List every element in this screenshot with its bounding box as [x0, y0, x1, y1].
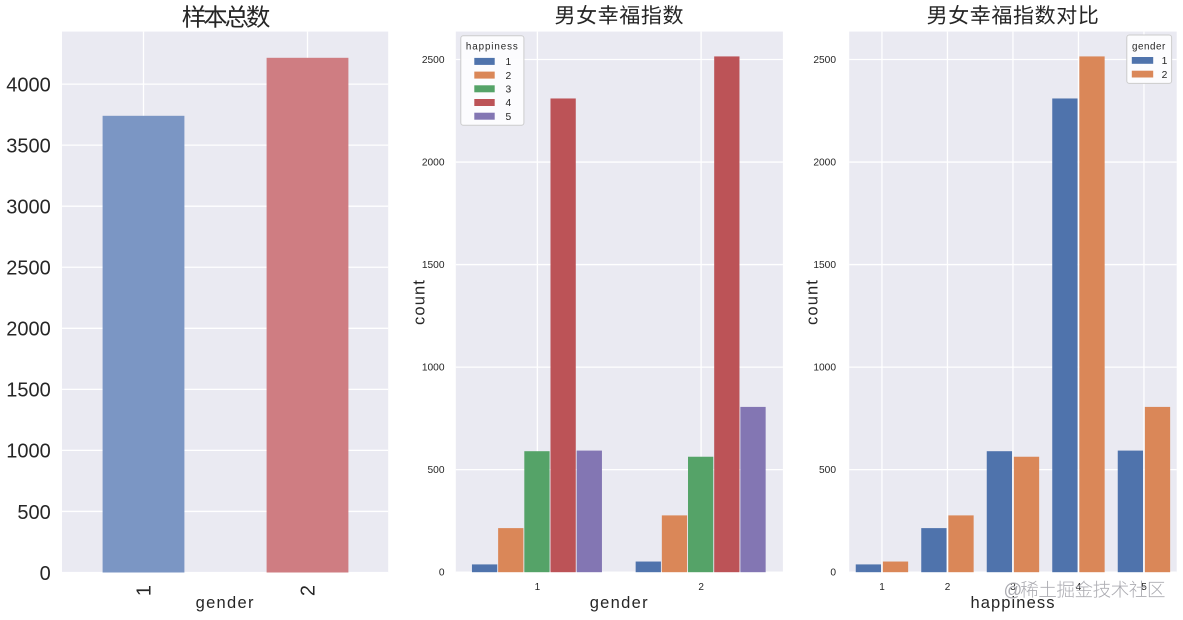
- svg-text:500: 500: [17, 502, 50, 524]
- svg-text:2500: 2500: [6, 258, 51, 280]
- svg-text:4: 4: [1076, 582, 1082, 593]
- svg-text:500: 500: [819, 465, 836, 476]
- svg-text:3500: 3500: [6, 135, 51, 157]
- svg-text:2: 2: [1162, 70, 1168, 81]
- svg-text:@: @: [1004, 579, 1023, 600]
- svg-text:1500: 1500: [813, 260, 836, 271]
- svg-text:gender: gender: [1132, 42, 1166, 53]
- svg-text:2500: 2500: [813, 55, 836, 66]
- svg-text:0: 0: [439, 568, 445, 579]
- svg-text:2: 2: [298, 585, 320, 596]
- svg-text:gender: gender: [196, 594, 255, 612]
- svg-text:1000: 1000: [422, 363, 445, 374]
- svg-text:3000: 3000: [6, 197, 51, 219]
- svg-text:4000: 4000: [6, 74, 51, 96]
- svg-text:2500: 2500: [422, 55, 445, 66]
- svg-text:count: count: [804, 279, 822, 325]
- svg-text:1: 1: [879, 582, 885, 593]
- svg-text:0: 0: [40, 563, 51, 585]
- svg-text:1: 1: [134, 585, 156, 596]
- svg-text:3: 3: [1010, 582, 1016, 593]
- svg-text:happiness: happiness: [970, 594, 1055, 612]
- svg-text:2: 2: [945, 582, 951, 593]
- svg-text:2: 2: [698, 582, 704, 593]
- svg-text:gender: gender: [590, 594, 649, 612]
- svg-text:1: 1: [1162, 56, 1168, 67]
- svg-text:1: 1: [535, 582, 541, 593]
- svg-text:1500: 1500: [6, 380, 51, 402]
- svg-text:2000: 2000: [813, 158, 836, 169]
- svg-text:happiness: happiness: [466, 42, 519, 53]
- svg-text:2000: 2000: [6, 319, 51, 341]
- svg-text:0: 0: [830, 568, 836, 579]
- svg-text:count: count: [411, 279, 429, 325]
- svg-text:5: 5: [506, 112, 512, 123]
- svg-text:4: 4: [506, 98, 512, 109]
- svg-text:1: 1: [506, 57, 512, 68]
- svg-text:1000: 1000: [6, 441, 51, 463]
- svg-text:3: 3: [506, 85, 512, 96]
- svg-text:1500: 1500: [422, 260, 445, 271]
- svg-text:2000: 2000: [422, 158, 445, 169]
- svg-text:500: 500: [428, 465, 445, 476]
- svg-text:1000: 1000: [813, 363, 836, 374]
- svg-text:2: 2: [506, 71, 512, 82]
